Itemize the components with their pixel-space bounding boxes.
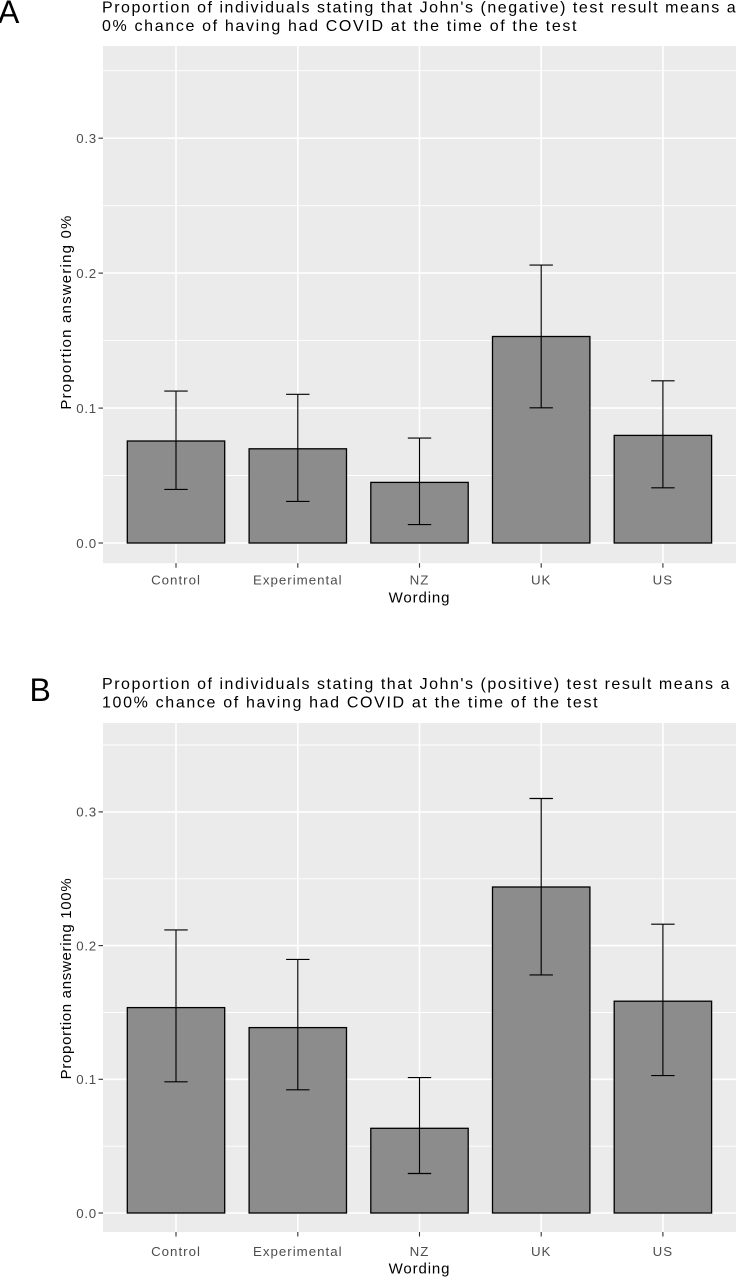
svg-text:Experimental: Experimental bbox=[253, 1244, 343, 1259]
svg-text:100% chance of having had COVI: 100% chance of having had COVID at the t… bbox=[102, 695, 599, 712]
svg-text:Proportion answering 0%: Proportion answering 0% bbox=[58, 214, 75, 409]
svg-text:0.2: 0.2 bbox=[76, 938, 97, 953]
svg-text:Proportion of individuals stat: Proportion of individuals stating that J… bbox=[102, 676, 731, 693]
svg-text:B: B bbox=[30, 672, 51, 708]
svg-text:0.1: 0.1 bbox=[76, 401, 97, 416]
svg-text:0.1: 0.1 bbox=[76, 1072, 97, 1087]
svg-text:Control: Control bbox=[151, 572, 201, 587]
svg-text:NZ: NZ bbox=[410, 1244, 430, 1259]
svg-text:0.3: 0.3 bbox=[76, 131, 97, 146]
svg-text:0.0: 0.0 bbox=[76, 1206, 97, 1221]
svg-text:UK: UK bbox=[531, 572, 551, 587]
svg-text:0.0: 0.0 bbox=[76, 536, 97, 551]
svg-text:Control: Control bbox=[151, 1244, 201, 1259]
svg-text:Experimental: Experimental bbox=[253, 572, 343, 587]
svg-text:Wording: Wording bbox=[389, 590, 451, 607]
svg-text:US: US bbox=[653, 572, 673, 587]
svg-text:0.3: 0.3 bbox=[76, 805, 97, 820]
svg-text:Wording: Wording bbox=[389, 1261, 451, 1278]
svg-text:UK: UK bbox=[531, 1244, 551, 1259]
svg-text:A: A bbox=[0, 0, 20, 30]
svg-text:NZ: NZ bbox=[410, 572, 430, 587]
svg-text:0.2: 0.2 bbox=[76, 266, 97, 281]
svg-text:US: US bbox=[653, 1244, 673, 1259]
svg-text:Proportion of individuals stat: Proportion of individuals stating that J… bbox=[102, 0, 737, 16]
svg-text:0% chance of having had COVID: 0% chance of having had COVID at the tim… bbox=[102, 18, 578, 35]
svg-text:Proportion answering 100%: Proportion answering 100% bbox=[58, 878, 75, 1080]
